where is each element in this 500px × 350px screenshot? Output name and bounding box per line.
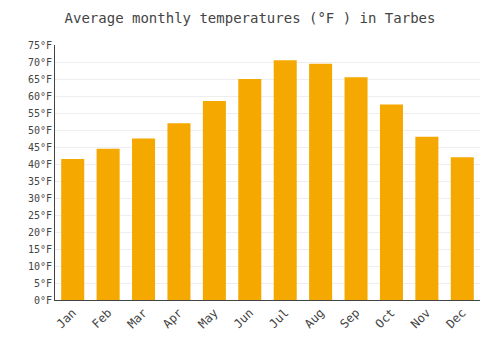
svg-text:Dec: Dec xyxy=(443,306,468,331)
svg-text:Nov: Nov xyxy=(408,306,433,331)
svg-text:25°F: 25°F xyxy=(28,210,52,221)
svg-text:Aug: Aug xyxy=(302,306,327,331)
svg-text:75°F: 75°F xyxy=(28,40,52,51)
svg-text:May: May xyxy=(196,306,221,331)
svg-text:Jun: Jun xyxy=(231,306,256,331)
svg-text:40°F: 40°F xyxy=(28,159,52,170)
svg-text:45°F: 45°F xyxy=(28,142,52,153)
svg-text:55°F: 55°F xyxy=(28,108,52,119)
svg-text:50°F: 50°F xyxy=(28,125,52,136)
svg-text:35°F: 35°F xyxy=(28,176,52,187)
svg-text:30°F: 30°F xyxy=(28,193,52,204)
svg-text:Jul: Jul xyxy=(266,306,291,331)
svg-text:Jan: Jan xyxy=(54,306,79,331)
svg-text:70°F: 70°F xyxy=(28,57,52,68)
svg-text:15°F: 15°F xyxy=(28,244,52,255)
svg-text:Feb: Feb xyxy=(89,306,114,331)
svg-text:60°F: 60°F xyxy=(28,91,52,102)
svg-text:20°F: 20°F xyxy=(28,227,52,238)
svg-text:Average monthly temperatures (: Average monthly temperatures (°F ) in Ta… xyxy=(65,10,436,26)
svg-text:0°F: 0°F xyxy=(34,295,52,306)
svg-text:5°F: 5°F xyxy=(34,278,52,289)
svg-text:Apr: Apr xyxy=(160,306,185,331)
svg-text:Sep: Sep xyxy=(337,306,362,331)
svg-text:10°F: 10°F xyxy=(28,261,52,272)
svg-text:65°F: 65°F xyxy=(28,74,52,85)
svg-text:Oct: Oct xyxy=(373,306,398,331)
svg-text:Mar: Mar xyxy=(125,306,150,331)
